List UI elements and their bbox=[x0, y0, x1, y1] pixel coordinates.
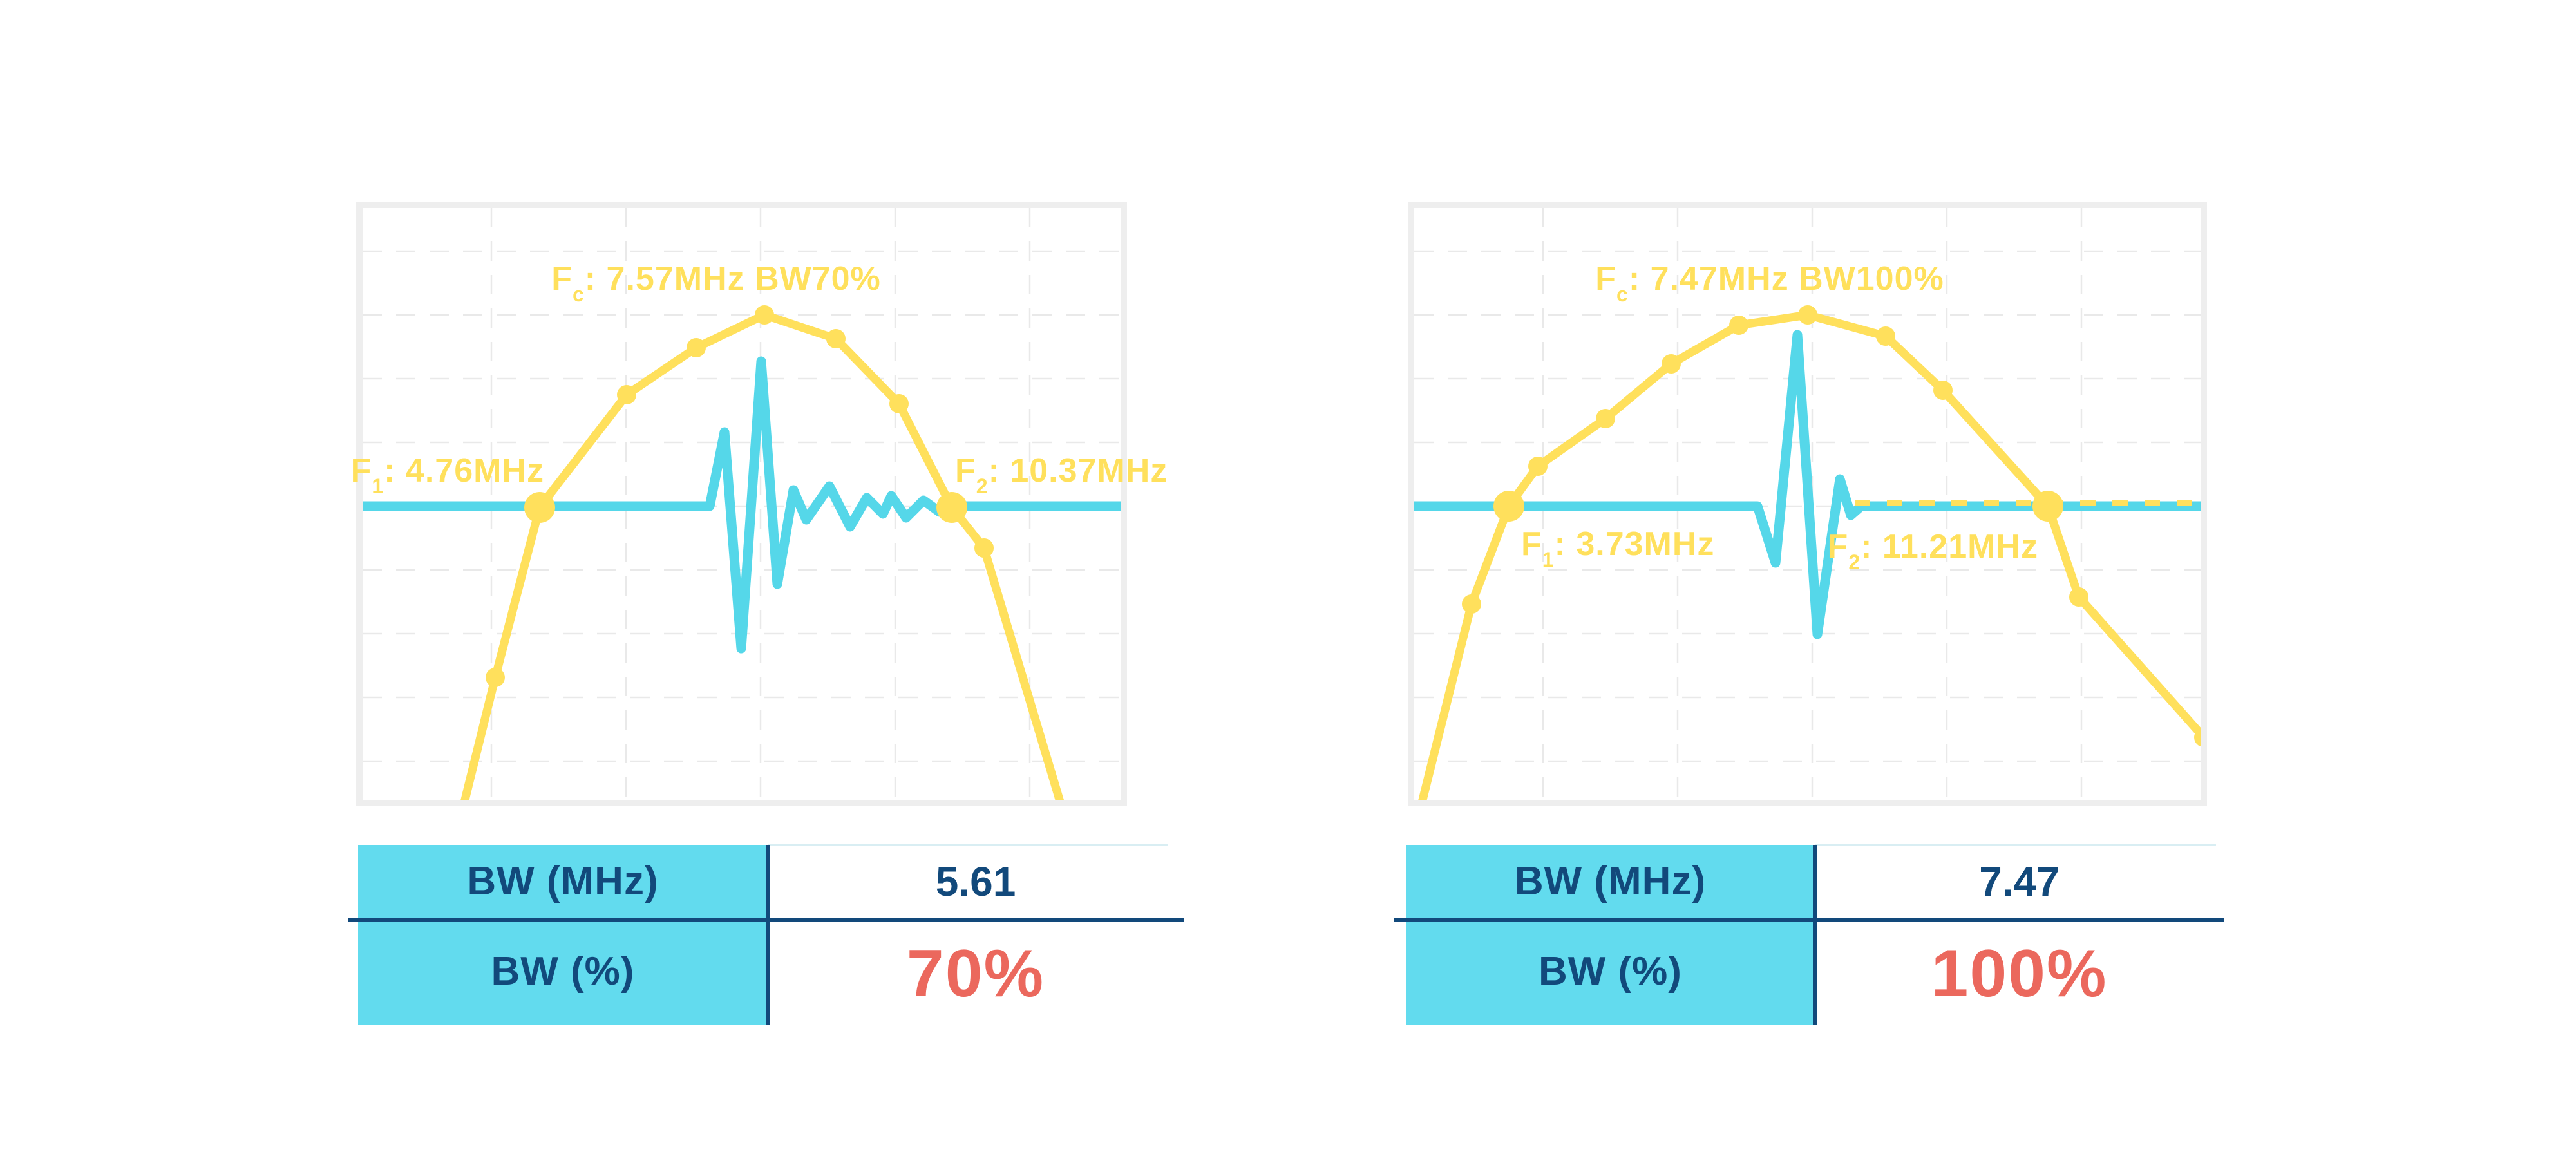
table-value-bw-pct: 70% bbox=[768, 922, 1184, 1025]
fc-subscript: c bbox=[1616, 283, 1629, 306]
spectrum-point-marker bbox=[1596, 409, 1615, 428]
bw-pct-value: 70% bbox=[906, 936, 1045, 1011]
table-value-bw-mhz: 7.47 bbox=[1815, 845, 2224, 918]
spectrum-point-marker bbox=[486, 668, 505, 687]
fc-value: : 7.47MHz BW100% bbox=[1628, 260, 1944, 298]
fc-symbol: F bbox=[1595, 260, 1617, 298]
spectrum-point-marker bbox=[1798, 305, 1817, 325]
bandwidth-edge-marker bbox=[2032, 491, 2063, 522]
table-header-bw-mhz: BW (MHz) bbox=[467, 859, 659, 903]
fc-value: : 7.57MHz BW70% bbox=[584, 260, 881, 298]
f2-value: : 11.21MHz bbox=[1861, 528, 2038, 565]
pulse-waveform bbox=[1414, 330, 2201, 639]
f1-subscript: 1 bbox=[372, 475, 384, 498]
spectrum-point-marker bbox=[687, 338, 706, 357]
spectrum-point-marker bbox=[826, 329, 846, 348]
bw-mhz-value: 5.61 bbox=[935, 858, 1016, 905]
spectrum-point-marker bbox=[1876, 326, 1895, 346]
f2-value: : 10.37MHz bbox=[988, 452, 1168, 489]
f2-symbol: F bbox=[1827, 528, 1849, 565]
spectrum-point-marker bbox=[1462, 594, 1481, 614]
table-column-divider bbox=[1813, 845, 1817, 1025]
f2-annotation-right: F2: 11.21MHz bbox=[1828, 528, 2038, 574]
spectrum-point-marker bbox=[2069, 587, 2088, 607]
table-top-border bbox=[1815, 844, 2216, 846]
spectrum-point-marker bbox=[617, 385, 636, 404]
f2-annotation-left: F2: 10.37MHz bbox=[955, 452, 1168, 498]
f1-symbol: F bbox=[350, 452, 372, 489]
table-header-bw-pct: BW (%) bbox=[491, 949, 635, 994]
bw-mhz-value: 7.47 bbox=[1979, 858, 2060, 905]
spectrum-point-marker bbox=[2194, 728, 2201, 747]
table-value-bw-pct: 100% bbox=[1815, 922, 2224, 1025]
table-column-divider bbox=[766, 845, 770, 1025]
spectrum-point-marker bbox=[1528, 457, 1548, 476]
spectrum-chart-70pct bbox=[356, 202, 1127, 806]
bandwidth-edge-marker bbox=[524, 492, 555, 523]
f1-value: : 4.76MHz bbox=[384, 452, 544, 489]
bandwidth-edge-marker bbox=[936, 492, 967, 523]
f1-symbol: F bbox=[1521, 525, 1542, 563]
table-value-bw-mhz: 5.61 bbox=[768, 845, 1184, 918]
fc-symbol: F bbox=[551, 260, 573, 298]
fc-annotation-right: Fc: 7.47MHz BW100% bbox=[1595, 260, 1944, 307]
spectrum-point-marker bbox=[755, 305, 774, 325]
spectrum-plot-70pct bbox=[363, 208, 1121, 800]
fc-annotation-left: Fc: 7.57MHz BW70% bbox=[551, 260, 881, 307]
spectrum-point-marker bbox=[1933, 381, 1953, 400]
fc-subscript: c bbox=[572, 283, 585, 306]
table-row-divider bbox=[1394, 918, 2224, 922]
table-header-column: BW (MHz) BW (%) bbox=[1406, 845, 1815, 1025]
f1-annotation-left: F1: 4.76MHz bbox=[351, 452, 544, 498]
f2-subscript: 2 bbox=[1848, 551, 1861, 574]
f1-annotation-right: F1: 3.73MHz bbox=[1521, 525, 1714, 572]
table-top-border bbox=[768, 844, 1168, 846]
spectrum-point-marker bbox=[1662, 354, 1681, 374]
bandwidth-table-right: BW (MHz) BW (%) 7.47 100% bbox=[1394, 844, 2224, 1025]
spectrum-point-marker bbox=[974, 538, 994, 558]
f1-subscript: 1 bbox=[1542, 548, 1555, 571]
table-header-bw-pct: BW (%) bbox=[1539, 949, 1682, 994]
f2-symbol: F bbox=[955, 452, 976, 489]
pulse-waveform bbox=[363, 356, 1121, 654]
bw-pct-value: 100% bbox=[1931, 936, 2108, 1011]
f1-value: : 3.73MHz bbox=[1554, 525, 1715, 563]
bandwidth-edge-marker bbox=[1493, 491, 1524, 522]
spectrum-point-marker bbox=[889, 394, 909, 413]
bandwidth-table-left: BW (MHz) BW (%) 5.61 70% bbox=[348, 844, 1184, 1025]
f2-subscript: 2 bbox=[976, 475, 989, 498]
spectrum-chart-100pct bbox=[1408, 202, 2207, 806]
table-header-bw-mhz: BW (MHz) bbox=[1514, 859, 1707, 903]
table-header-column: BW (MHz) BW (%) bbox=[358, 845, 768, 1025]
spectrum-point-marker bbox=[1729, 316, 1748, 335]
spectrum-plot-100pct bbox=[1414, 208, 2201, 800]
